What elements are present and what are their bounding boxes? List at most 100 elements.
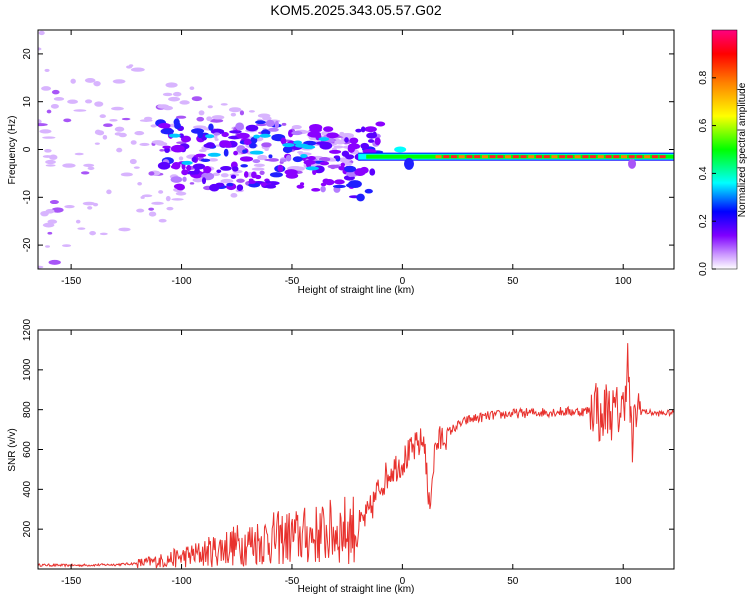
scatter-blob: [42, 222, 55, 228]
y-tick-label: 0: [22, 146, 33, 152]
cluster-blob: [374, 137, 381, 146]
cluster-blob: [181, 169, 189, 176]
cluster-blob: [285, 154, 292, 162]
cluster-blob: [213, 132, 221, 136]
cluster-hot-blob: [249, 150, 264, 155]
cluster-blob: [340, 162, 346, 167]
cluster-blob: [242, 149, 248, 154]
x-tick-label: 100: [615, 576, 632, 587]
colorbar-tick-label: 0.0: [698, 262, 709, 276]
scatter-blob: [87, 206, 93, 210]
scatter-blob: [70, 78, 76, 84]
scatter-blob: [159, 149, 165, 152]
scatter-blob: [47, 231, 53, 235]
scatter-blob: [130, 140, 137, 145]
tonal-line-core: [458, 155, 465, 159]
scatter-blob: [212, 134, 218, 139]
scatter-blob: [150, 124, 157, 128]
scatter-blob: [291, 125, 302, 130]
cluster-blob: [170, 176, 183, 183]
scatter-blob: [50, 103, 59, 109]
cluster-blob: [296, 184, 305, 189]
scatter-blob: [144, 116, 153, 121]
scatter-blob: [196, 116, 205, 122]
cluster-blob: [201, 177, 207, 185]
tonal-line-core: [597, 155, 604, 159]
cluster-blob: [375, 121, 386, 127]
tonal-line-core: [582, 155, 589, 159]
scatter-blob: [230, 112, 237, 117]
cluster-blob: [369, 168, 376, 176]
scatter-blob: [168, 96, 181, 102]
cluster-blob: [324, 179, 335, 186]
x-tick-label: -150: [61, 576, 81, 587]
scatter-blob: [51, 207, 64, 213]
cluster-blob: [240, 164, 248, 168]
x-tick-label: -50: [285, 276, 300, 287]
tonal-line-core: [528, 155, 535, 159]
x-tick-label: 0: [400, 276, 406, 287]
tonal-line-core: [651, 155, 658, 159]
scatter-blob: [339, 133, 352, 138]
x-tick-label: 100: [615, 276, 632, 287]
scatter-blob: [80, 171, 90, 175]
figure-title: KOM5.2025.343.05.57.G02: [270, 2, 441, 18]
scatter-blob: [44, 149, 52, 153]
scatter-blob: [84, 77, 96, 83]
scatter-blob: [141, 194, 153, 198]
colorbar-ticks: 0.0 0.2 0.4 0.6 0.8: [698, 70, 716, 276]
scatter-blob: [99, 232, 108, 236]
cluster-blob: [282, 146, 293, 154]
tonal-line-core: [497, 155, 504, 159]
scatter-blob: [96, 130, 105, 136]
scatter-blob: [51, 89, 60, 95]
cluster-blob: [332, 184, 346, 189]
colorbar-tick-label: 0.2: [698, 214, 709, 228]
scatter-blob: [162, 92, 173, 97]
cluster-blob: [170, 164, 180, 169]
cluster-blob: [216, 169, 222, 174]
cluster-blob: [220, 166, 232, 171]
scatter-blob: [62, 163, 76, 168]
snr-xlabel: Height of straight line (km): [298, 584, 415, 595]
tonal-line-core: [621, 155, 627, 159]
scatter-blob: [63, 118, 72, 123]
y-tick-label: -20: [22, 237, 33, 252]
cluster-blob: [243, 139, 252, 145]
cluster-blob: [360, 126, 366, 133]
scatter-blob: [172, 91, 182, 97]
scatter-blob: [261, 142, 272, 148]
scatter-blob: [192, 125, 207, 129]
scatter-blob: [130, 67, 145, 72]
scatter-blob: [327, 164, 341, 169]
scatter-blob: [46, 109, 52, 114]
cluster-blob: [248, 180, 256, 185]
scatter-blob: [38, 30, 45, 36]
snr-frame: [37, 329, 675, 570]
cluster-blob: [235, 122, 244, 131]
cluster-blob: [173, 118, 180, 127]
scatter-blob: [191, 96, 203, 102]
cluster-blob: [158, 122, 171, 129]
colorbar-label: Normalized spectral amplitude: [737, 82, 748, 217]
cluster-blob: [268, 154, 273, 159]
cluster-blob: [267, 127, 279, 132]
scatter-blob: [64, 204, 75, 209]
scatter-blob: [158, 190, 164, 194]
scatter-blob: [126, 65, 133, 69]
cluster-blob: [364, 126, 377, 133]
cluster-blob: [355, 128, 362, 133]
cluster-hot-blob: [293, 140, 303, 145]
cluster-blob: [231, 166, 239, 172]
cluster-blob: [334, 179, 345, 185]
scatter-blob: [134, 130, 145, 136]
tonal-line-core: [636, 155, 643, 159]
cluster-blob: [195, 153, 207, 158]
tonal-line-core: [512, 155, 519, 159]
cluster-blob: [229, 130, 242, 134]
y-tick-label: 800: [22, 401, 33, 418]
scatter-blob: [136, 208, 145, 213]
tonal-line-core: [520, 155, 527, 159]
cluster-blob: [345, 154, 355, 160]
